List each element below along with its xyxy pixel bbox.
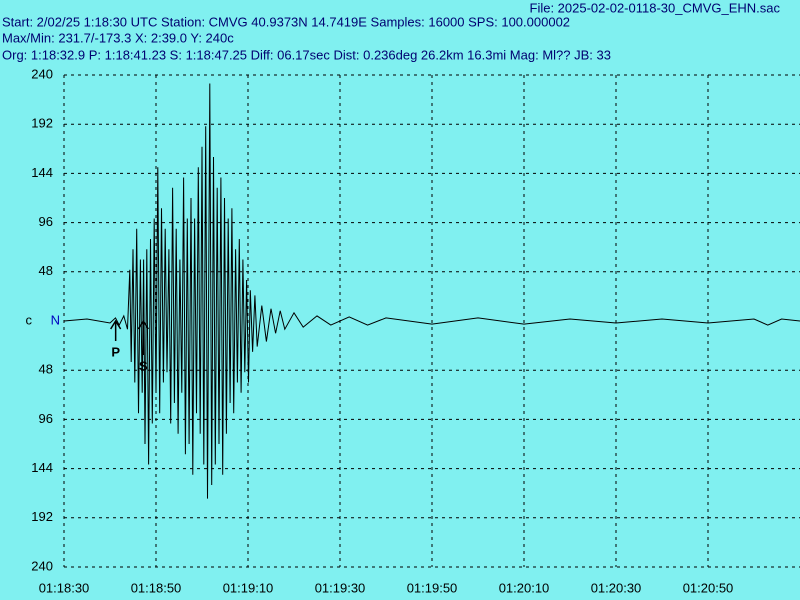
file-name: File: 2025-02-02-0118-30_CMVG_EHN.sac	[530, 0, 781, 15]
x-tick-label: 01:19:10	[223, 580, 274, 595]
y-tick-label: c	[26, 312, 33, 327]
x-tick-label: 01:18:30	[39, 580, 90, 595]
x-tick-label: 01:19:50	[407, 580, 458, 595]
y-tick-label: 240	[31, 66, 53, 81]
y-tick-label: 48	[39, 362, 53, 377]
y-tick-label: 192	[31, 116, 53, 131]
y-tick-label: 240	[31, 558, 53, 573]
y-tick-label: 144	[31, 460, 53, 475]
north-marker: N	[51, 312, 60, 327]
x-tick-label: 01:19:30	[315, 580, 366, 595]
origin-info: Org: 1:18:32.9 P: 1:18:41.23 S: 1:18:47.…	[2, 47, 611, 62]
y-tick-label: 48	[39, 263, 53, 278]
x-tick-label: 01:20:30	[591, 580, 642, 595]
phase-label: P	[111, 344, 120, 359]
x-tick-label: 01:20:50	[683, 580, 734, 595]
y-tick-label: 144	[31, 165, 53, 180]
y-tick-label: 96	[39, 411, 53, 426]
phase-label: S	[139, 358, 148, 373]
x-tick-label: 01:20:10	[499, 580, 550, 595]
start-info: Start: 2/02/25 1:18:30 UTC Station: CMVG…	[2, 14, 570, 29]
max-min-info: Max/Min: 231.7/-173.3 X: 2:39.0 Y: 240c	[2, 30, 234, 45]
y-tick-label: 192	[31, 509, 53, 524]
y-tick-label: 96	[39, 214, 53, 229]
x-tick-label: 01:18:50	[131, 580, 182, 595]
waveform	[63, 83, 800, 499]
